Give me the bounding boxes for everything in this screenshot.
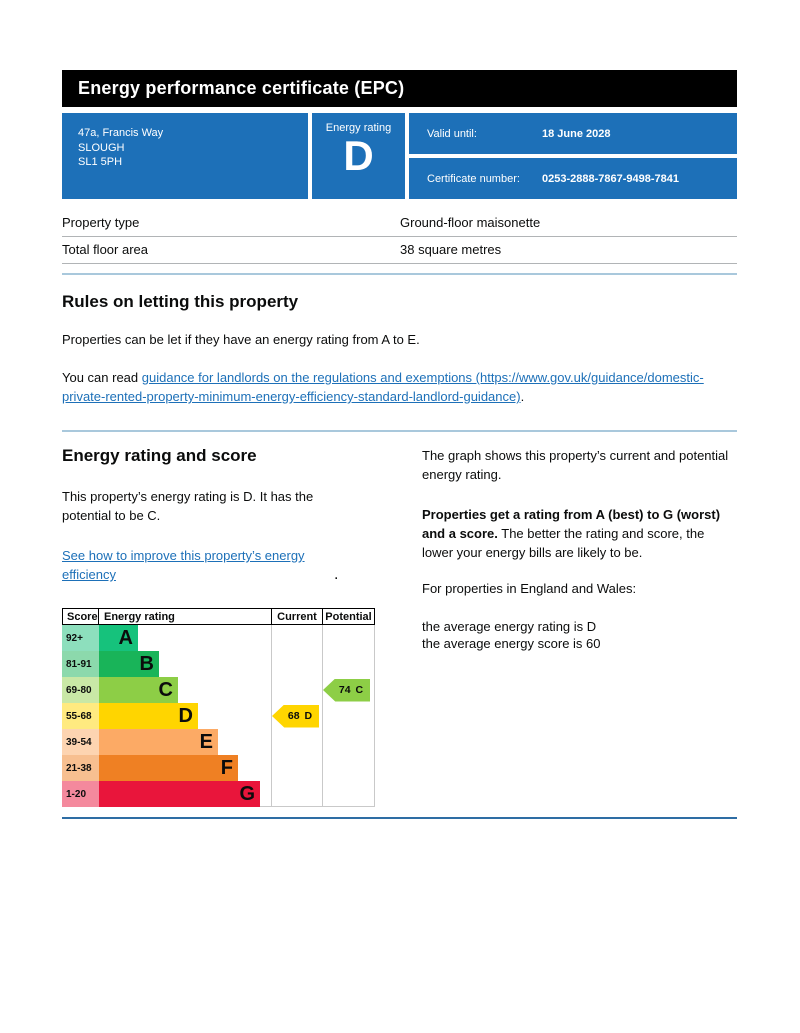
potential-column-divider [322, 625, 323, 806]
section-divider [62, 273, 737, 275]
epc-document: Energy performance certificate (EPC) 47a… [62, 0, 737, 819]
epc-band-c: 69-80 C [62, 677, 375, 703]
certificate-number-value: 0253-2888-7867-9498-7841 [542, 172, 680, 185]
score-range: 21-38 [62, 755, 99, 781]
table-row: Total floor area 38 square metres [62, 237, 737, 264]
score-range: 92+ [62, 625, 99, 651]
score-range: 55-68 [62, 703, 99, 729]
energy-rating-label: Energy rating [325, 122, 392, 134]
certificate-meta: Valid until: 18 June 2028 Certificate nu… [409, 113, 737, 199]
floor-area-value: 38 square metres [400, 242, 502, 257]
score-range: 69-80 [62, 677, 99, 703]
band-bar-d: D [99, 703, 198, 729]
document-title-bar: Energy performance certificate (EPC) [62, 70, 737, 107]
bottom-divider [62, 817, 737, 819]
band-bar-a: A [99, 625, 138, 651]
rating-heading: Energy rating and score [62, 446, 257, 465]
valid-until-value: 18 June 2028 [542, 127, 611, 140]
chart-right-border [374, 625, 375, 806]
guidance-prefix: You can read [62, 370, 142, 385]
rating-summary-paragraph: This property’s energy rating is D. It h… [62, 489, 314, 523]
current-column-header: Current [271, 609, 322, 624]
epc-rating-chart: Score Energy rating Current Potential 92… [62, 608, 375, 807]
epc-band-g: 1-20 G [62, 781, 375, 807]
band-bar-c: C [99, 677, 178, 703]
guidance-suffix: . [520, 389, 525, 404]
property-address: 47a, Francis Way SLOUGH SL1 5PH [62, 113, 308, 199]
improve-suffix: . [334, 566, 339, 583]
potential-column-header: Potential [322, 609, 375, 624]
average-score-line: the average energy score is 60 [422, 636, 601, 651]
epc-band-e: 39-54 E [62, 729, 375, 755]
rating-explainer-bold: Properties get a rating from A (best) to… [422, 507, 721, 541]
epc-band-f: 21-38 F [62, 755, 375, 781]
property-details-table: Property type Ground-floor maisonette To… [62, 210, 737, 264]
averages-paragraph: the average energy rating is D the avera… [422, 618, 737, 652]
section-divider [62, 430, 737, 432]
graph-intro-paragraph: The graph shows this property’s current … [422, 448, 729, 482]
improve-efficiency-link[interactable]: See how to improve this property’s energ… [62, 548, 305, 582]
rules-paragraph: Properties can be let if they have an en… [62, 332, 420, 347]
rating-explainer-paragraph: Properties get a rating from A (best) to… [422, 505, 737, 562]
epc-band-d: 55-68 D [62, 703, 375, 729]
address-line-3: SL1 5PH [78, 156, 123, 168]
band-bar-b: B [99, 651, 159, 677]
address-line-2: SLOUGH [78, 141, 125, 154]
band-bar-g: G [99, 781, 260, 807]
improve-paragraph: See how to improve this property’s energ… [62, 548, 339, 583]
potential-rating-marker: 74 C [323, 678, 370, 702]
epc-band-b: 81-91 B [62, 651, 375, 677]
epc-chart-header: Score Energy rating Current Potential [62, 608, 375, 625]
england-wales-paragraph: For properties in England and Wales: [422, 581, 637, 596]
average-rating-line: the average energy rating is D [422, 619, 597, 634]
score-range: 1-20 [62, 781, 99, 807]
floor-area-label: Total floor area [62, 242, 148, 257]
page-title: Energy performance certificate (EPC) [78, 78, 405, 98]
address-line-1: 47a, Francis Way [78, 127, 164, 139]
landlord-guidance-link[interactable]: guidance for landlords on the regulation… [62, 370, 704, 404]
epc-chart-body: 92+ A 81-91 B 69-80 C 55-68 D [62, 625, 375, 807]
rating-right-column: The graph shows this property’s current … [422, 446, 737, 807]
rules-heading: Rules on letting this property [62, 292, 299, 311]
band-bar-e: E [99, 729, 218, 755]
current-rating-marker: 68 D [272, 704, 319, 728]
energy-rating-value: D [343, 132, 374, 179]
rating-left-column: Energy rating and score This property’s … [62, 446, 389, 807]
band-bar-f: F [99, 755, 238, 781]
property-type-value: Ground-floor maisonette [400, 215, 541, 230]
rating-section: Energy rating and score This property’s … [62, 446, 737, 807]
rating-explainer-rest: The better the rating and score, the low… [422, 526, 705, 560]
energy-rating-column-header: Energy rating [104, 610, 175, 623]
summary-box: 47a, Francis Way SLOUGH SL1 5PH Energy r… [62, 113, 737, 199]
valid-until-row: Valid until: 18 June 2028 [409, 113, 737, 154]
guidance-paragraph: You can read guidance for landlords on t… [62, 368, 722, 406]
energy-rating-panel: Energy rating D [312, 113, 405, 199]
current-column-divider [271, 625, 272, 806]
score-range: 81-91 [62, 651, 99, 677]
property-type-label: Property type [62, 215, 140, 230]
score-column-header: Score [62, 609, 99, 624]
certificate-number-row: Certificate number: 0253-2888-7867-9498-… [409, 158, 737, 199]
table-row: Property type Ground-floor maisonette [62, 210, 737, 237]
certificate-number-label: Certificate number: [427, 172, 520, 185]
epc-band-a: 92+ A [62, 625, 375, 651]
score-range: 39-54 [62, 729, 99, 755]
valid-until-label: Valid until: [427, 127, 477, 140]
